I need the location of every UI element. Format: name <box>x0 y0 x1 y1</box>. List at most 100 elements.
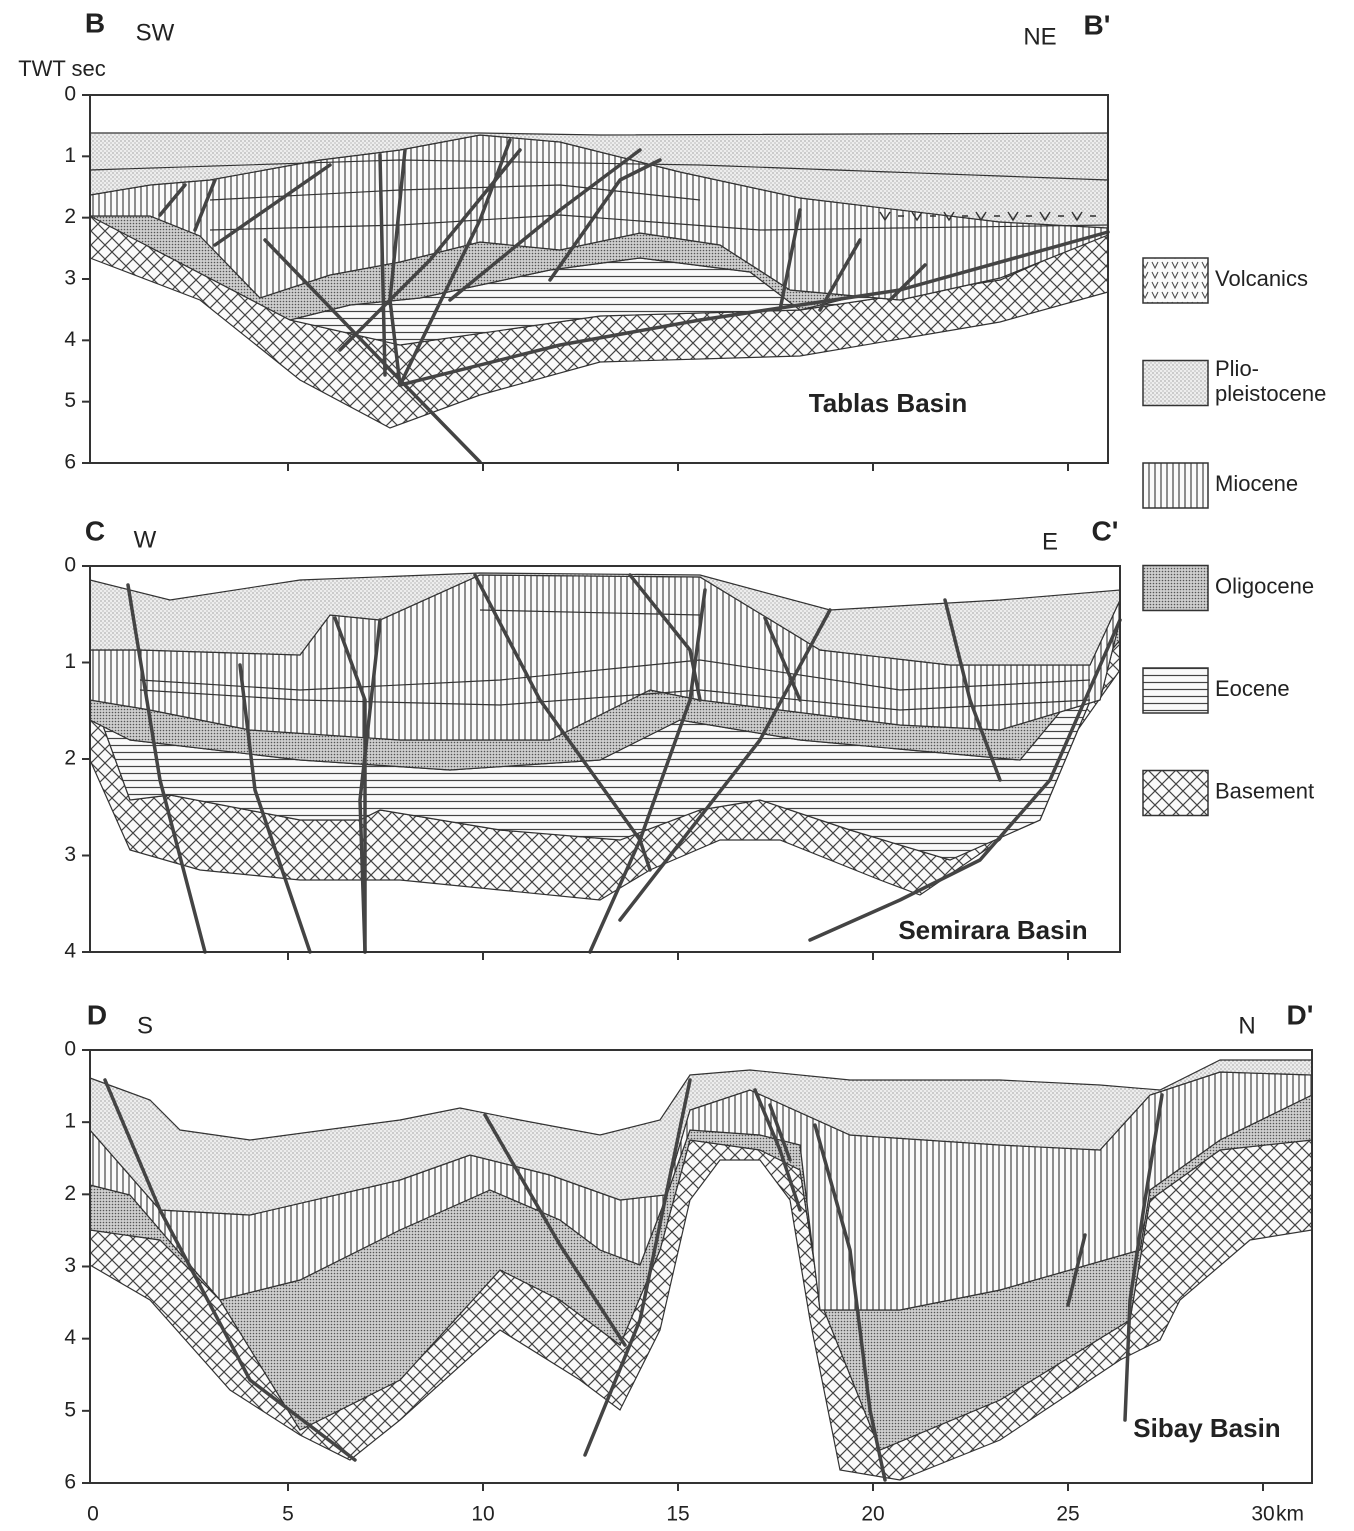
layer-boundary <box>209 184 701 201</box>
legend-label: Plio- <box>1215 356 1259 381</box>
legend-swatch <box>1142 359 1209 407</box>
fault <box>763 616 802 702</box>
y-tick-label: 1 <box>64 650 76 673</box>
y-tick-label: 2 <box>64 1182 76 1205</box>
y-tick-label: 4 <box>64 940 76 963</box>
fault <box>753 1088 802 1212</box>
fault <box>263 238 482 464</box>
fault <box>818 238 862 312</box>
fault <box>158 183 187 217</box>
x-tick-label: 0 <box>87 1503 99 1526</box>
legend-swatch <box>1142 564 1209 612</box>
plio-pleistocene <box>89 132 1109 229</box>
legend-label: Eocene <box>1215 676 1290 701</box>
y-tick-label: 1 <box>64 1110 76 1133</box>
y-tick-label: 0 <box>64 83 76 106</box>
dir-right: N <box>1238 1012 1255 1039</box>
legend: Volcanics Plio-pleistocene Miocene Oligocen… <box>1142 257 1326 817</box>
y-tick-label: 5 <box>64 389 76 412</box>
fault <box>1123 1093 1164 1422</box>
fault <box>126 583 207 954</box>
y-tick-label: 4 <box>64 1326 76 1349</box>
legend-label: Miocene <box>1215 471 1298 496</box>
fault <box>448 148 642 302</box>
fault <box>943 598 1002 782</box>
legend-label: Volcanics <box>1215 266 1308 291</box>
x-tick-label: 20 <box>861 1503 884 1526</box>
faults <box>103 138 1164 1482</box>
basin-label: Semirara Basin <box>898 915 1087 945</box>
x-tick-label: 5 <box>282 1503 294 1526</box>
layers <box>89 132 1313 1481</box>
legend-label: pleistocene <box>1215 381 1326 406</box>
volcanics-marks <box>879 211 1096 222</box>
dir-right: E <box>1042 528 1058 555</box>
label-left: D <box>87 999 107 1030</box>
x-tick-label: 30 <box>1251 1503 1274 1526</box>
fault <box>358 618 382 954</box>
layer-boundary <box>139 689 1091 711</box>
dir-left: SW <box>136 19 175 46</box>
fault <box>398 230 1110 387</box>
dir-left: W <box>134 526 157 553</box>
dir-left: S <box>137 1012 153 1039</box>
fault <box>338 148 522 352</box>
fault <box>548 158 662 282</box>
label-right: B' <box>1084 9 1111 40</box>
y-tick-label: 6 <box>64 451 76 474</box>
fault <box>588 588 707 954</box>
y-tick-label: 5 <box>64 1398 76 1421</box>
label-right: C' <box>1092 515 1119 546</box>
fault <box>398 138 512 387</box>
fault <box>193 178 217 232</box>
y-tick-label: 0 <box>64 1038 76 1061</box>
fault <box>888 263 927 302</box>
fault <box>378 153 387 377</box>
fault <box>238 663 312 954</box>
fault <box>618 608 832 922</box>
layer-boundary <box>139 659 1091 691</box>
fault <box>808 618 1122 942</box>
fault <box>628 573 702 702</box>
basin-label: Sibay Basin <box>1133 1413 1280 1443</box>
plio-pleistocene <box>89 572 1121 666</box>
legend-swatch <box>1142 462 1209 509</box>
legend-swatch <box>1142 667 1209 714</box>
legend-swatch <box>1142 769 1209 817</box>
y-axis-label: TWT sec <box>18 56 106 81</box>
x-unit: km <box>1276 1503 1304 1526</box>
basin-label: Tablas Basin <box>809 388 967 418</box>
label-left: B <box>85 7 105 38</box>
x-tick-label: 15 <box>666 1503 689 1526</box>
label-left: C <box>85 515 105 546</box>
legend-label: Oligocene <box>1215 573 1314 598</box>
fault <box>213 163 332 247</box>
fault <box>103 1078 357 1462</box>
y-tick-label: 4 <box>64 328 76 351</box>
y-tick-label: 6 <box>64 1471 76 1494</box>
y-tick-label: 3 <box>64 267 76 290</box>
fault <box>333 616 367 954</box>
fault <box>813 1123 887 1482</box>
y-tick-label: 3 <box>64 1254 76 1277</box>
y-tick-label: 3 <box>64 843 76 866</box>
fault <box>768 1103 792 1162</box>
x-tick-label: 10 <box>471 1503 494 1526</box>
y-tick-label: 0 <box>64 554 76 577</box>
dir-right: NE <box>1023 23 1056 50</box>
fault <box>1066 1233 1087 1307</box>
y-tick-label: 1 <box>64 144 76 167</box>
layer-boundary <box>209 214 1109 231</box>
fault <box>473 573 652 872</box>
y-tick-label: 2 <box>64 205 76 228</box>
x-tick-label: 25 <box>1056 1503 1079 1526</box>
y-tick-label: 2 <box>64 747 76 770</box>
legend-swatch <box>1142 257 1209 304</box>
fault <box>483 1113 627 1347</box>
fault <box>778 208 802 312</box>
layer-boundary <box>89 159 1109 181</box>
label-right: D' <box>1287 999 1314 1030</box>
fault <box>583 1078 692 1457</box>
frames <box>82 94 1313 1491</box>
